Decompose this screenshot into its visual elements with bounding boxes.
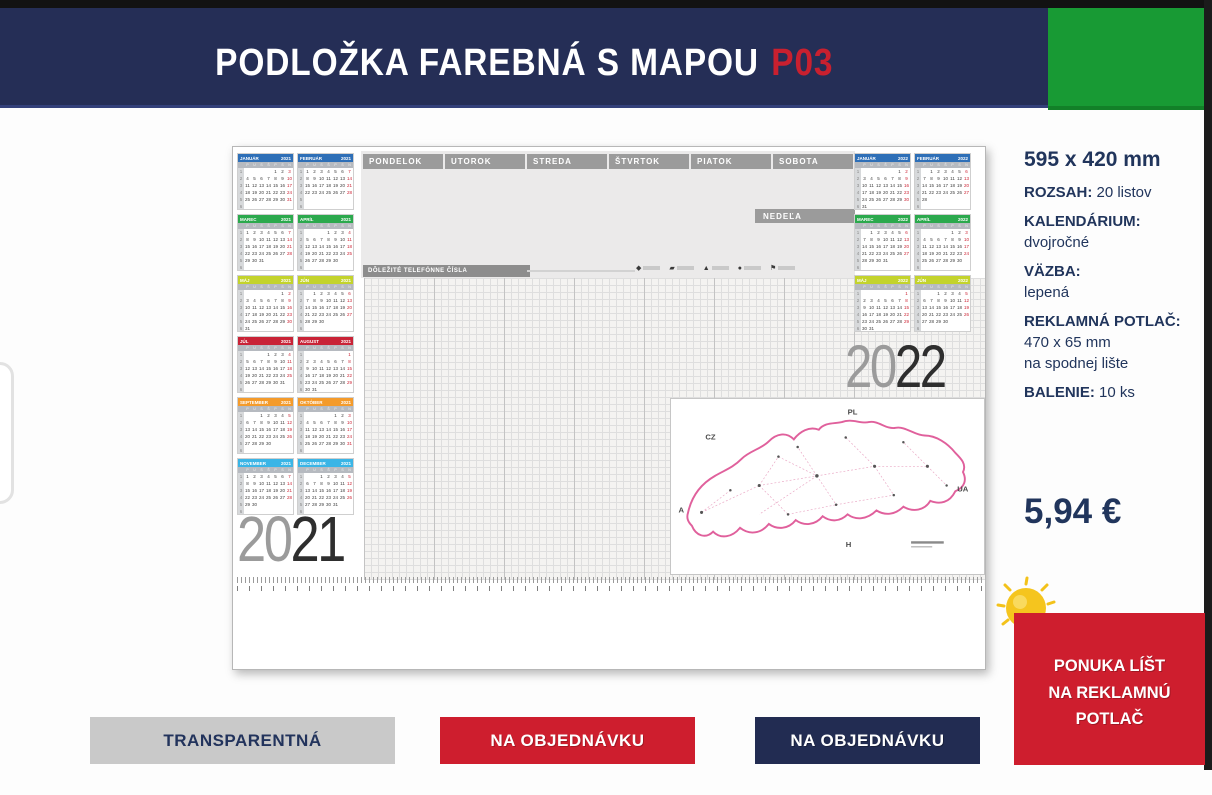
map-scale-legend [911, 541, 944, 548]
map-label-ua: UA [957, 484, 969, 493]
mini-calendar: JÚL 2021 P U S Š P S N 1 1 2 3 4 2 5 6 7 8 9 10 11 3 12 13 14 15 16… [237, 336, 294, 393]
map-label-a: A [678, 505, 684, 514]
map-label-cz: CZ [705, 432, 716, 441]
legend-glyph-icon: ▲ [702, 264, 710, 272]
legend-caption [743, 266, 761, 270]
mini-calendar: JANUÁR 2022 P U S Š P S N 1 1 2 2 3 4 5 6 7 8 9 3 10 11 12 13 14 1… [854, 153, 911, 210]
legend-glyph-icon: ● [737, 264, 742, 272]
spec-size: 595 x 420 mm [1024, 148, 1161, 171]
mini-calendar: JANUÁR 2021 P U S Š P S N 1 1 2 3 2 4 5 6 7 8 9 10 3 11 12 13 14 1… [237, 153, 294, 210]
mini-calendar: OKTÓBER 2021 P U S Š P S N 1 1 2 3 2 4 5 6 7 8 9 10 3 11 12 13 14… [297, 397, 354, 454]
label-underline [527, 270, 635, 272]
mini-calendar: FEBRUÁR 2021 P U S Š P S N 1 1 2 3 4 5 6 7 2 8 9 10 11 12 13 14 3… [297, 153, 354, 210]
top-scan-edge [0, 0, 1212, 8]
weekday-header-cell: PIATOK [691, 154, 771, 169]
mini-calendars-2021: JANUÁR 2021 P U S Š P S N 1 1 2 3 2 4 5 6 7 8 9 10 3 11 12 13 14 1… [237, 153, 354, 515]
year-2022-century: 20 [845, 333, 897, 400]
weekday-header-cell: UTOROK [445, 154, 525, 169]
mini-calendar: APRÍL 2021 P U S Š P S N 1 1 2 3 4 2 5 6 7 8 9 10 11 3 12 13 14 15… [297, 214, 354, 271]
page-title: PODLOŽKA FAREBNÁ S MAPOU P03 [215, 28, 833, 85]
price: 5,94 € [1024, 492, 1122, 531]
button-na-objednavku-red[interactable]: NA OBJEDNÁVKU [440, 717, 695, 764]
promo-box[interactable]: PONUKA LÍŠT NA REKLAMNÚ POTLAČ [1014, 613, 1205, 765]
mini-calendar: APRÍL 2022 P U S Š P S N 1 1 2 3 2 4 5 6 7 8 9 10 3 11 12 13 14 15… [914, 214, 971, 271]
mini-calendar: MÁJ 2022 P U S Š P S N 1 1 2 2 3 4 5 6 7 8 3 9 10 11 12 13 14 15 4 1… [854, 275, 911, 332]
spec-kalendarium: KALENDÁRIUM: dvojročné [1024, 213, 1141, 251]
weekday-header-cell: SOBOTA [773, 154, 853, 169]
weekday-header-cell: STREDA [527, 154, 607, 169]
mini-calendar: DECEMBER 2021 P U S Š P S N 1 1 2 3 4 5 2 6 7 8 9 10 11 12 3 13 1… [297, 458, 354, 515]
bottom-ruler [237, 577, 983, 593]
mini-calendar: MAREC 2021 P U S Š P S N 1 1 2 3 4 5 6 7 2 8 9 10 11 12 13 14 3 15… [237, 214, 294, 271]
slovakia-map-panel: CZ PL UA A H [670, 398, 985, 575]
promo-line-1: PONUKA LÍŠT [1053, 657, 1166, 676]
mini-calendar: MAREC 2022 P U S Š P S N 1 1 2 3 4 5 6 2 7 8 9 10 11 12 13 3 14 15… [854, 214, 911, 271]
year-2022-decade: 22 [894, 333, 947, 400]
big-year-2021: 2021 [237, 507, 346, 571]
button-transparentna[interactable]: TRANSPARENTNÁ [90, 717, 395, 764]
mini-calendars-2022: JANUÁR 2022 P U S Š P S N 1 1 2 2 3 4 5 6 7 8 9 3 10 11 12 13 14 1… [854, 153, 971, 332]
mini-calendar: SEPTEMBER 2021 P U S Š P S N 1 1 2 3 4 5 2 6 7 8 9 10 11 12 3 13… [237, 397, 294, 454]
spec-balenie: BALENIE: 10 ks [1024, 384, 1135, 401]
right-scan-edge [1204, 0, 1212, 770]
ruler-fine-ticks [237, 577, 983, 583]
important-numbers-label: DÔLEŽITÉ TELEFÓNNE ČÍSLA [363, 265, 530, 277]
weekday-header-cell: ŠTVRTOK [609, 154, 689, 169]
ruler-coarse-ticks [237, 586, 983, 591]
spec-reklamna-potlac: REKLAMNÁ POTLAČ: 470 x 65 mm na spodnej … [1024, 313, 1181, 372]
mini-calendar: JÚN 2021 P U S Š P S N 1 1 2 3 4 5 6 2 7 8 9 10 11 12 13 3 14 15 16… [297, 275, 354, 332]
map-label-h: H [846, 540, 852, 549]
year-2021-decade: 21 [290, 503, 346, 575]
mini-calendar: FEBRUÁR 2022 P U S Š P S N 1 1 2 3 4 5 6 2 7 8 9 10 11 12 13 3 14… [914, 153, 971, 210]
map-legend-row: ◆ ▰ ▲ ● ⚑ [636, 261, 818, 275]
button-na-objednavku-navy[interactable]: NA OBJEDNÁVKU [755, 717, 980, 764]
weekday-header-bar: PONDELOK UTOROK STREDA ŠTVRTOK PIATOK SOBOTA [363, 154, 853, 169]
legend-glyph-icon: ⚑ [769, 264, 777, 272]
legend-item: ◆ [636, 264, 661, 272]
slovakia-outline [686, 419, 966, 538]
adjacent-card-edge [0, 362, 14, 504]
sunday-header-bar: NEDEĽA [755, 209, 855, 223]
legend-caption [778, 266, 796, 270]
product-specs: 595 x 420 mm ROZSAH: 20 listov KALENDÁRI… [1024, 148, 1196, 411]
mini-calendar: MÁJ 2021 P U S Š P S N 1 1 2 2 3 4 5 6 7 8 9 3 10 11 12 13 14 15 16… [237, 275, 294, 332]
map-label-pl: PL [848, 407, 858, 416]
legend-caption [711, 266, 729, 270]
legend-item: ⚑ [769, 264, 796, 272]
green-corner-block [1048, 8, 1204, 110]
legend-item: ▰ [669, 264, 694, 272]
year-2021-century: 20 [237, 503, 293, 575]
promo-line-3: POTLAČ [1075, 710, 1144, 729]
legend-glyph-icon: ▰ [669, 264, 675, 272]
legend-caption [643, 266, 661, 270]
mini-calendar: AUGUST 2021 P U S Š P S N 1 1 2 2 3 4 5 6 7 8 3 9 10 11 12 13 14 1… [297, 336, 354, 393]
product-image-desk-pad: PONDELOK UTOROK STREDA ŠTVRTOK PIATOK SOBOTA … [232, 146, 986, 670]
mini-calendar: NOVEMBER 2021 P U S Š P S N 1 1 2 3 4 5 6 7 2 8 9 10 11 12 13 14… [237, 458, 294, 515]
legend-caption [676, 266, 694, 270]
legend-glyph-icon: ◆ [636, 264, 642, 272]
weekday-header-cell: PONDELOK [363, 154, 443, 169]
product-code: P03 [770, 42, 834, 84]
legend-item: ● [738, 265, 761, 272]
product-name: PODLOŽKA FAREBNÁ S MAPOU [214, 42, 759, 84]
legend-item: ▲ [703, 265, 729, 272]
mini-calendar: JÚN 2022 P U S Š P S N 1 1 2 3 4 5 2 6 7 8 9 10 11 12 3 13 14 15 16… [914, 275, 971, 332]
page-header: PODLOŽKA FAREBNÁ S MAPOU P03 [0, 8, 1048, 108]
spec-vazba: VÄZBA: lepená [1024, 263, 1081, 301]
promo-line-2: NA REKLAMNÚ [1048, 683, 1171, 702]
distance-lines [701, 437, 947, 515]
slovakia-map: CZ PL UA A H [678, 407, 969, 549]
spec-rozsah: ROZSAH: 20 listov [1024, 184, 1152, 201]
big-year-2022: 2022 [845, 337, 947, 397]
city-dots [700, 436, 948, 516]
